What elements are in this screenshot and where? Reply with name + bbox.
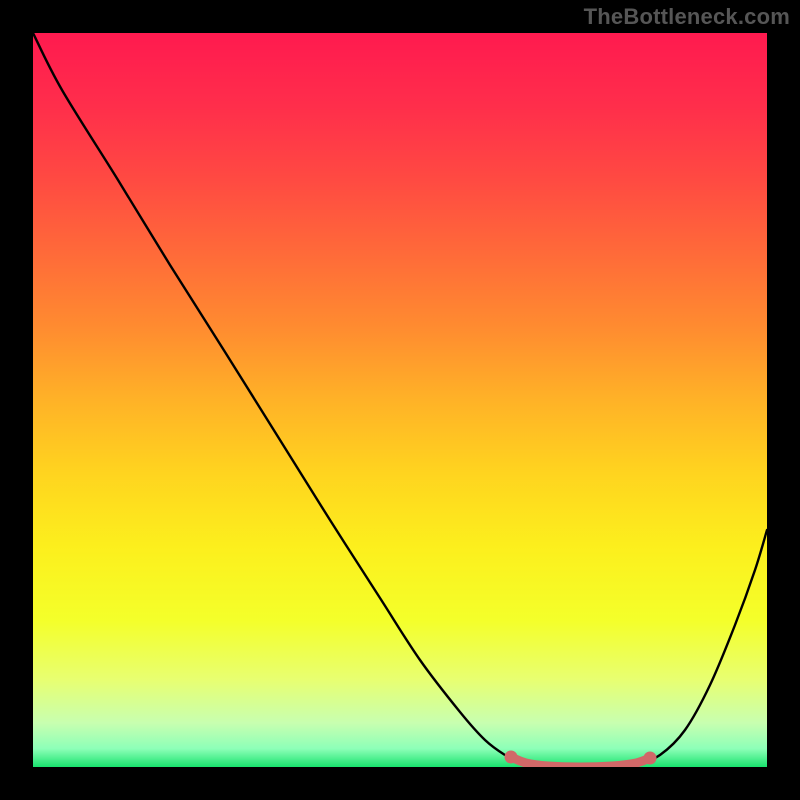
optimal-zone-start-marker: [505, 751, 518, 764]
gradient-background: [33, 33, 767, 767]
chart-svg: [0, 0, 800, 800]
chart-container: TheBottleneck.com: [0, 0, 800, 800]
watermark-text: TheBottleneck.com: [584, 4, 790, 30]
optimal-zone-end-marker: [644, 752, 657, 765]
